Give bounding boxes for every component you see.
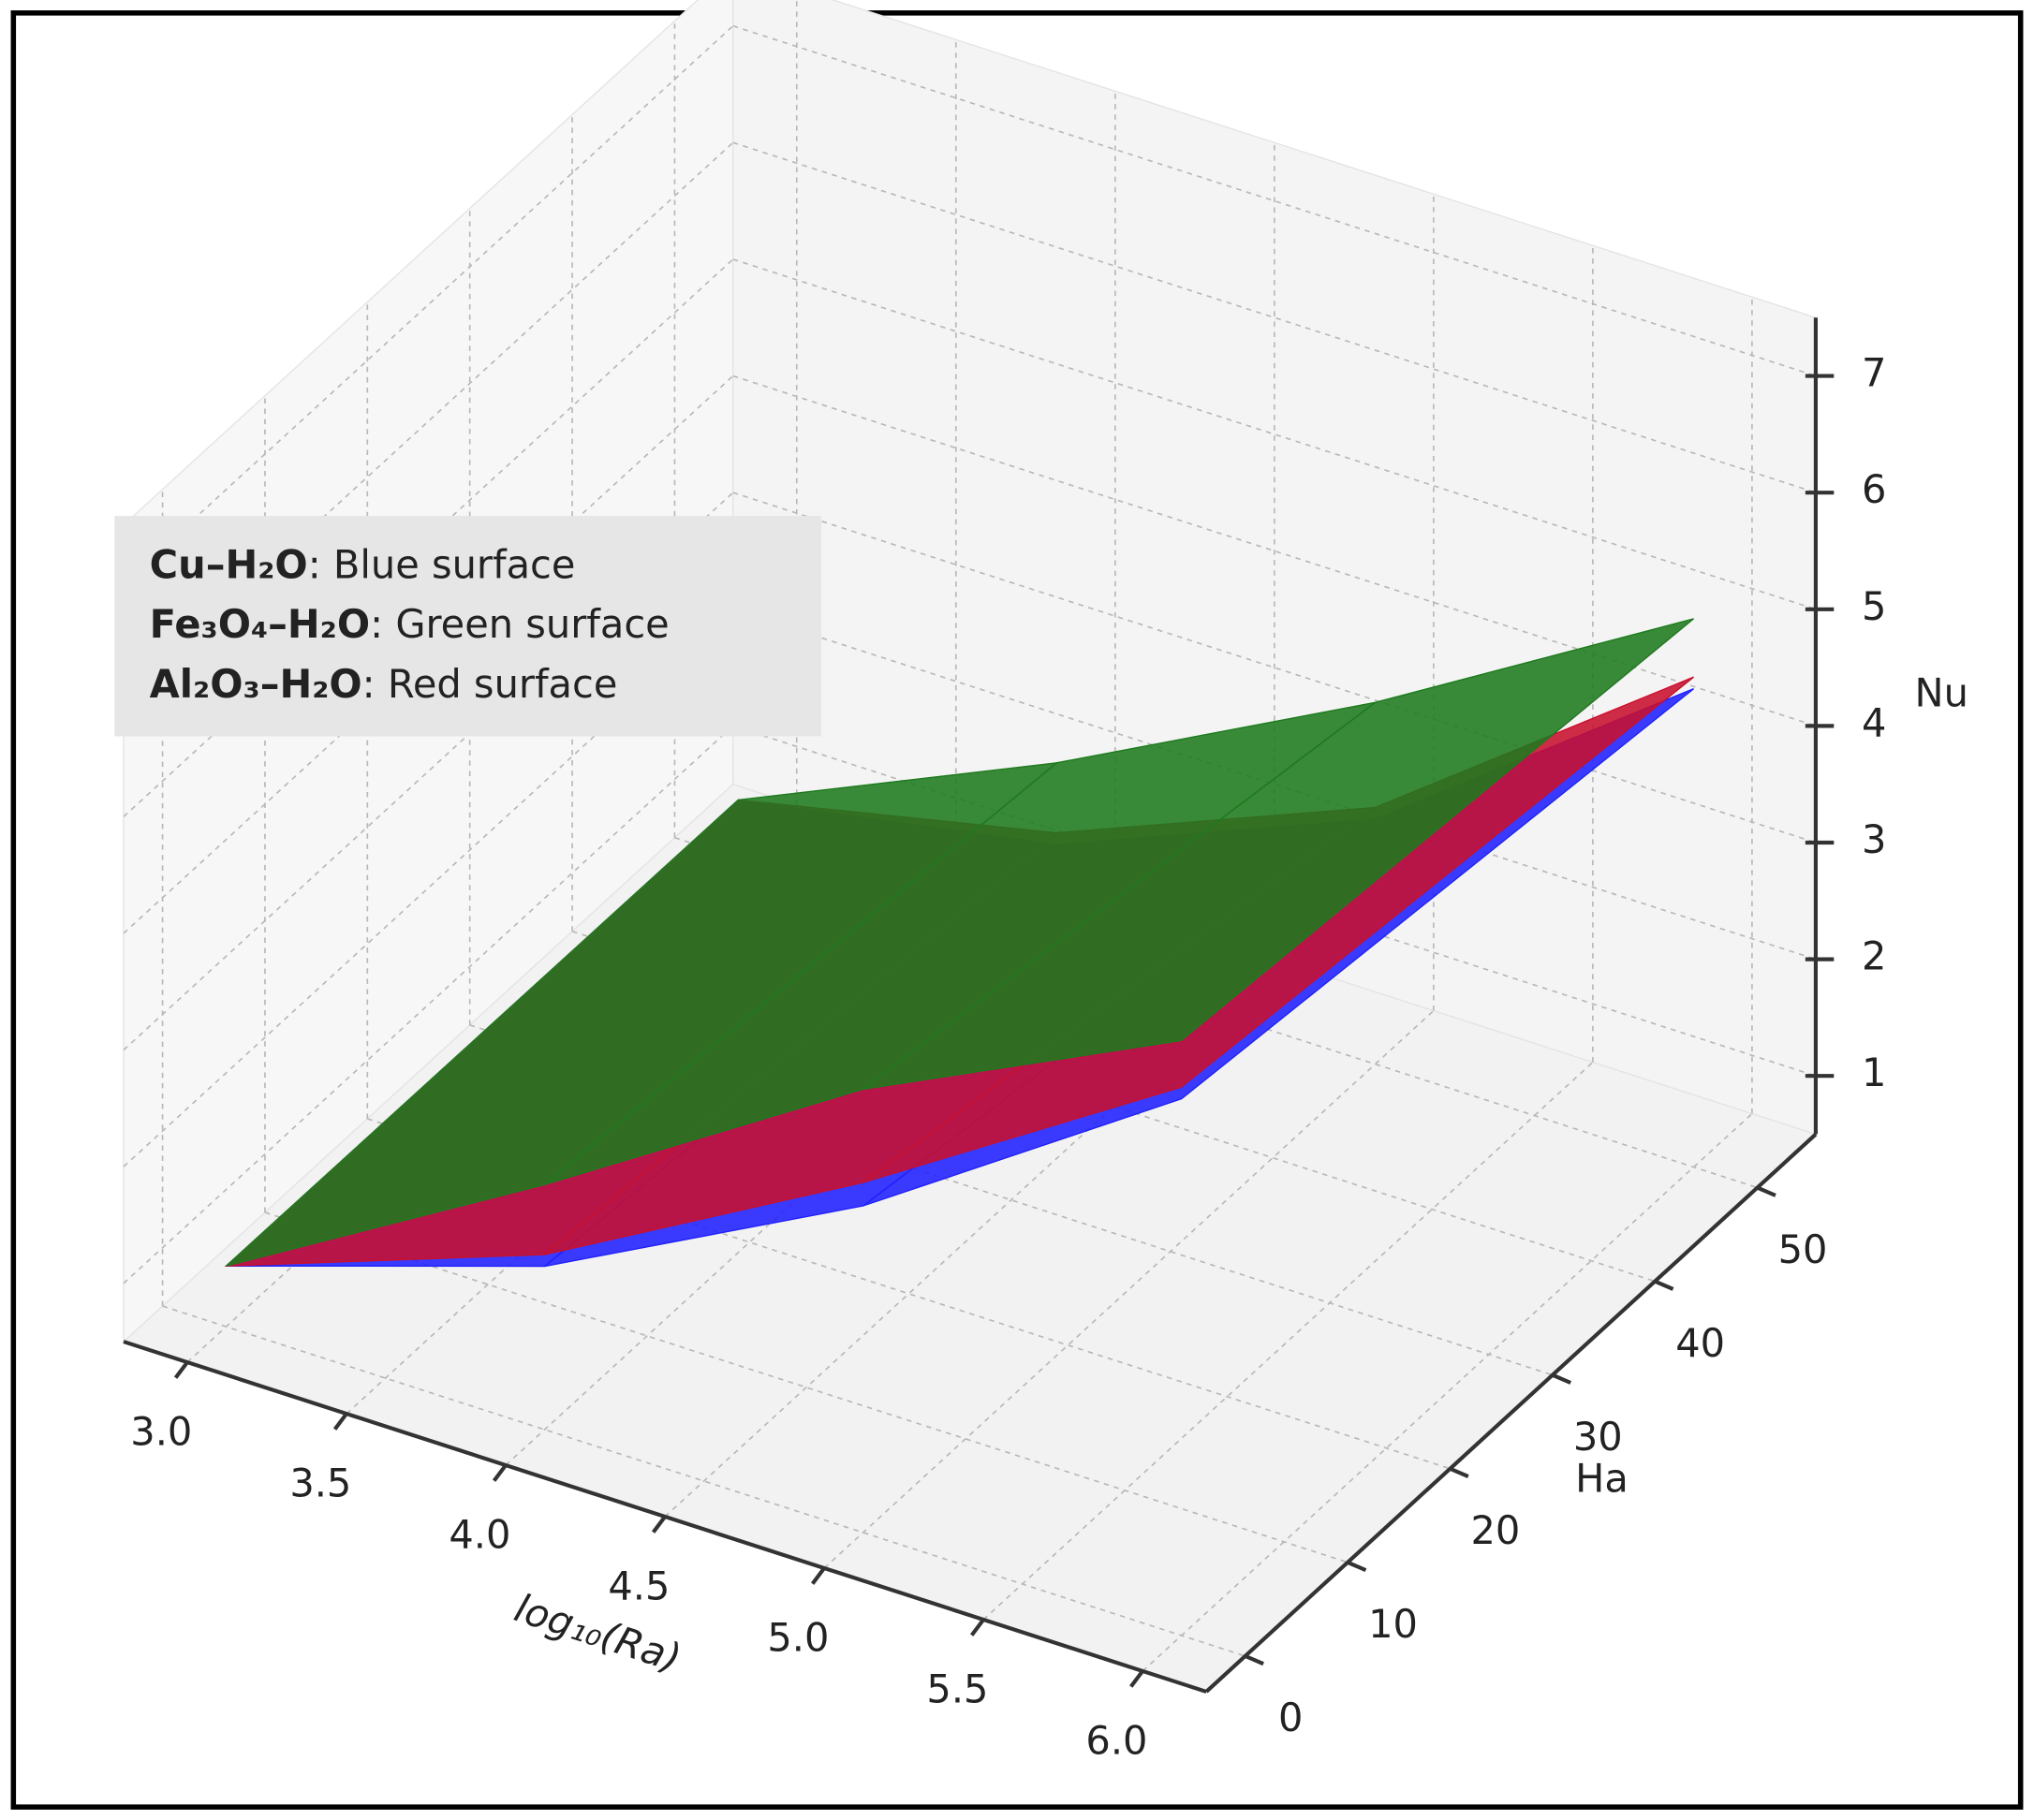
legend-description: : Blue surface (308, 541, 576, 587)
legend-description: : Green surface (370, 601, 670, 647)
legend-entry: Fe₃O₄–H₂O: Green surface (150, 601, 670, 647)
grid-line (162, 1305, 1245, 1657)
y-tick (1244, 1653, 1264, 1666)
z-axis-label: Nu (1915, 670, 1968, 716)
grid-line (732, 608, 1817, 961)
grid-line (1142, 1112, 1753, 1672)
grid-line (264, 1211, 1349, 1563)
y-tick-label: 10 (1368, 1601, 1418, 1647)
y-tick-label: 20 (1471, 1507, 1521, 1553)
y-tick (1347, 1560, 1367, 1573)
surfaces (224, 618, 1695, 1268)
legend-description: : Red surface (362, 661, 618, 707)
x-tick-label: 4.0 (449, 1512, 510, 1558)
x-tick (1129, 1669, 1144, 1688)
z-tick-label: 4 (1862, 699, 1886, 745)
legend-name: Al₂O₃–H₂O (150, 661, 362, 707)
y-tick (1552, 1372, 1572, 1385)
legend-name: Cu–H₂O (150, 541, 308, 587)
x-tick-label: 5.5 (926, 1666, 988, 1711)
x-tick (810, 1566, 826, 1585)
grid-line (123, 374, 734, 934)
grid-line (123, 25, 734, 584)
y-axis-label: Ha (1575, 1456, 1629, 1502)
z-tick-label: 5 (1862, 583, 1886, 629)
y-tick (1756, 1185, 1776, 1197)
grid-line (823, 1009, 1435, 1569)
legend-entry: Al₂O₃–H₂O: Red surface (150, 661, 618, 707)
grid-line (123, 725, 734, 1284)
legend: Cu–H₂O: Blue surface Fe₃O₄–H₂O: Green sur… (150, 541, 670, 706)
y-tick-label: 30 (1573, 1414, 1623, 1460)
x-tick (969, 1618, 985, 1637)
y-tick-label: 0 (1278, 1695, 1303, 1740)
z-tick-label: 7 (1862, 350, 1886, 396)
z-tick-label: 3 (1862, 816, 1886, 862)
x-axis (123, 1340, 1207, 1694)
x-tick-label: 5.0 (767, 1615, 829, 1661)
x-tick (173, 1360, 189, 1379)
grid-line (732, 258, 1817, 610)
z-tick-label: 1 (1862, 1049, 1886, 1095)
legend-name: Fe₃O₄–H₂O (150, 601, 370, 647)
y-axis (1204, 1133, 1818, 1694)
x-tick (651, 1515, 667, 1534)
y-tick (1654, 1279, 1674, 1291)
x-tick-label: 6.0 (1085, 1717, 1147, 1763)
axes: 3.0 3.5 4.0 4.5 5.0 5.5 6.0 0 10 20 30 40 50 1 2 3 4 5 6 7 (123, 317, 1886, 1763)
x-tick (332, 1412, 348, 1431)
surface-patch (862, 618, 1695, 1091)
y-tick-label: 40 (1675, 1320, 1725, 1366)
z-tick-label: 2 (1862, 933, 1886, 979)
grid-line (732, 492, 1817, 844)
x-tick-label: 4.5 (608, 1563, 670, 1609)
x-tick-label: 3.5 (289, 1460, 351, 1506)
z-tick-label: 6 (1862, 466, 1886, 512)
legend-entry: Cu–H₂O: Blue surface (150, 541, 576, 587)
grid-line (732, 141, 1817, 493)
grid-line (732, 24, 1817, 377)
grid-line (982, 1061, 1594, 1621)
y-tick-label: 50 (1778, 1226, 1828, 1272)
y-tick (1449, 1466, 1469, 1478)
x-tick (492, 1463, 508, 1482)
legend-box (114, 516, 821, 737)
x-tick-label: 3.0 (130, 1409, 192, 1455)
